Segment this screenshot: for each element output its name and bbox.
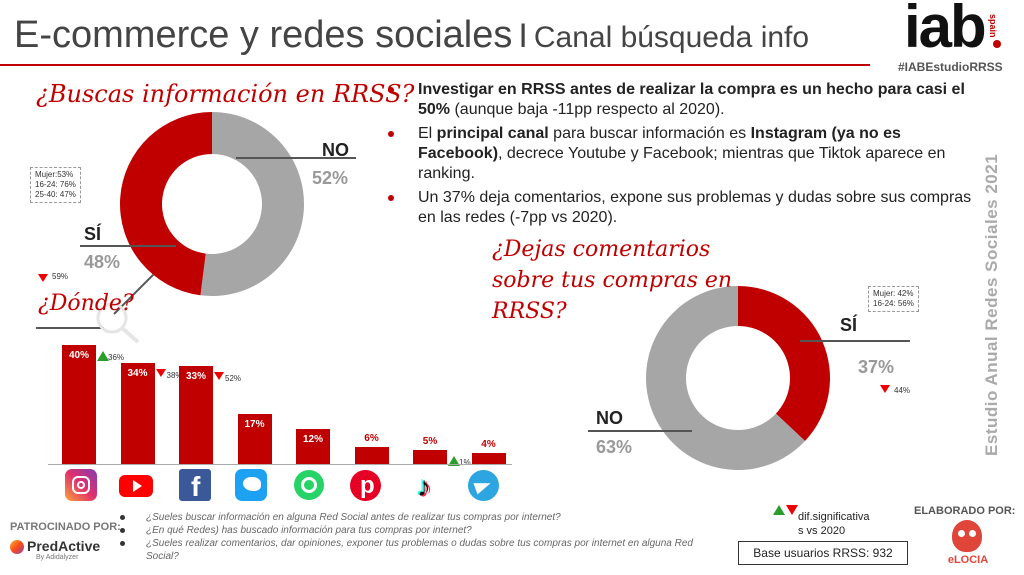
instagram-icon bbox=[65, 469, 97, 501]
donut-segment-no bbox=[200, 112, 304, 296]
chart-baseline bbox=[48, 464, 512, 465]
donut1-no-label: NO bbox=[322, 140, 349, 160]
donut-segment-no bbox=[646, 286, 806, 470]
iab-logo-spain: spain bbox=[988, 14, 998, 38]
tiktok-icon: ♪ bbox=[409, 469, 441, 502]
down-arrow-icon bbox=[38, 274, 48, 282]
sponsor-label: PATROCINADO POR: bbox=[10, 521, 121, 533]
whatsapp-icon bbox=[292, 469, 324, 501]
donut1-diff: 59% bbox=[52, 272, 69, 281]
up-arrow-icon bbox=[97, 351, 109, 361]
bar-tiktok bbox=[413, 450, 447, 465]
predactive-sub: By Adidalyzer bbox=[36, 554, 79, 562]
up-arrow-icon bbox=[773, 505, 785, 515]
donut2-no-label: NO bbox=[596, 408, 623, 428]
key-findings-list: Investigar en RRSS antes de realizar la … bbox=[384, 80, 984, 232]
iab-logo-text: iab bbox=[904, 0, 987, 60]
pinterest-icon: p bbox=[349, 469, 381, 501]
bullet-item: Un 37% deja comentarios, expone sus prob… bbox=[384, 188, 984, 228]
social-network-bar-chart: 40% 36% 34% 38% 33% 52% 17% 12% 6% 5% 1% 4% bbox=[48, 330, 518, 467]
bar-value-label: 33% bbox=[185, 371, 206, 382]
vertical-study-title: Estudio Anual Redes Sociales 2021 bbox=[982, 153, 1001, 456]
donut2-no-pct: 63% bbox=[596, 437, 633, 457]
down-arrow-icon bbox=[786, 505, 798, 515]
note-line: Mujer:53% bbox=[35, 170, 74, 179]
note-line: 16-24: 56% bbox=[873, 299, 914, 308]
elaborated-by-label: ELABORADO POR: bbox=[914, 505, 1016, 517]
title-separator: I bbox=[518, 17, 528, 55]
iab-logo: iab spain bbox=[900, 0, 1015, 74]
bar-value-label: 40% bbox=[68, 350, 89, 361]
survey-question: ¿Sueles realizar comentarios, dar opinio… bbox=[120, 537, 700, 563]
bar-youtube bbox=[120, 363, 155, 465]
donut-segment-si bbox=[119, 112, 212, 296]
bar-value-label: 6% bbox=[364, 433, 379, 444]
bar-value-label: 17% bbox=[244, 419, 265, 430]
previous-year-value: 1% bbox=[459, 458, 471, 467]
down-arrow-icon bbox=[155, 369, 166, 377]
title-main: E-commerce y redes sociales bbox=[14, 14, 513, 56]
predactive-logo: PredActive By Adidalyzer bbox=[10, 538, 100, 561]
leader-line-si-2 bbox=[800, 340, 910, 342]
bar-value-label: 34% bbox=[127, 368, 148, 379]
survey-question: ¿En qué Redes) has buscado información p… bbox=[120, 524, 700, 537]
donut1-no-pct: 52% bbox=[312, 168, 349, 188]
up-arrow-icon bbox=[448, 456, 460, 466]
donut2-diff: 44% bbox=[894, 386, 911, 395]
dif-legend-icons bbox=[773, 502, 798, 520]
question-search-info: ¿Buscas información en RRSS? bbox=[36, 80, 415, 108]
bar-instagram bbox=[62, 345, 96, 465]
elocia-logo: eLOCIA bbox=[940, 518, 996, 570]
note-line: 25-40: 47% bbox=[35, 190, 76, 199]
telegram-icon bbox=[467, 469, 499, 501]
bar-pinterest bbox=[354, 447, 389, 465]
previous-year-value: 38% bbox=[166, 371, 183, 380]
note-line: 16-24: 76% bbox=[35, 180, 76, 189]
donut2-si-label: SÍ bbox=[840, 315, 858, 335]
donut1-note: Mujer:53% 16-24: 76% 25-40: 47% bbox=[30, 167, 81, 203]
title-sub: Canal búsqueda info bbox=[533, 21, 810, 54]
bullet-item: El principal canal para buscar informaci… bbox=[384, 124, 984, 184]
twitter-icon bbox=[235, 469, 267, 501]
base-sample-box: Base usuarios RRSS: 932 bbox=[738, 541, 908, 565]
survey-questions-list: ¿Sueles buscar información en alguna Red… bbox=[120, 511, 700, 563]
predactive-logo-icon bbox=[10, 540, 24, 555]
donut2-note: Mujer: 42% 16-24: 56% bbox=[868, 286, 919, 312]
bar-twitter bbox=[237, 414, 272, 465]
previous-year-value: 52% bbox=[225, 374, 242, 383]
iab-logo-dot bbox=[993, 40, 1001, 48]
leader-line-si bbox=[80, 245, 176, 247]
donut1-si-label: SÍ bbox=[84, 224, 102, 244]
question-comments: ¿Dejas comentarios sobre tus compras en … bbox=[492, 237, 733, 324]
donut-search-segments bbox=[119, 112, 304, 296]
bar-whatsapp bbox=[296, 429, 330, 465]
donut-comments-chart bbox=[646, 286, 830, 470]
bar-value-label: 5% bbox=[422, 436, 438, 447]
bullet-item: Investigar en RRSS antes de realizar la … bbox=[384, 80, 984, 120]
facebook-icon: f bbox=[179, 469, 211, 502]
note-line: Mujer: 42% bbox=[873, 289, 914, 298]
down-arrow-icon bbox=[214, 372, 224, 380]
down-arrow-icon bbox=[880, 385, 890, 393]
elocia-text: eLOCIA bbox=[947, 554, 989, 566]
bar-value-label: 12% bbox=[302, 434, 323, 445]
hashtag: #IABEstudioRRSS bbox=[898, 60, 1003, 74]
donut-comments-segments bbox=[646, 286, 830, 470]
header-rule bbox=[0, 64, 870, 66]
leader-line-no bbox=[236, 157, 356, 159]
bar-telegram bbox=[471, 453, 506, 465]
magnifier-icon bbox=[36, 274, 154, 344]
previous-year-value: 36% bbox=[108, 353, 125, 362]
survey-question: ¿Sueles buscar información en alguna Red… bbox=[120, 511, 700, 524]
donut-segment-si bbox=[738, 286, 830, 441]
question-where: ¿Dónde? bbox=[38, 291, 134, 316]
bar-facebook bbox=[179, 366, 213, 465]
bar-value-label: 4% bbox=[481, 439, 496, 450]
donut1-si-pct: 48% bbox=[84, 252, 121, 272]
page-title: E-commerce y redes sociales I Canal búsque… bbox=[14, 14, 809, 57]
leader-line-no-2 bbox=[588, 430, 692, 432]
youtube-icon bbox=[119, 469, 153, 501]
donut2-si-pct: 37% bbox=[858, 357, 895, 377]
dif-legend-text: dif.significativa s vs 2020 bbox=[798, 511, 870, 537]
